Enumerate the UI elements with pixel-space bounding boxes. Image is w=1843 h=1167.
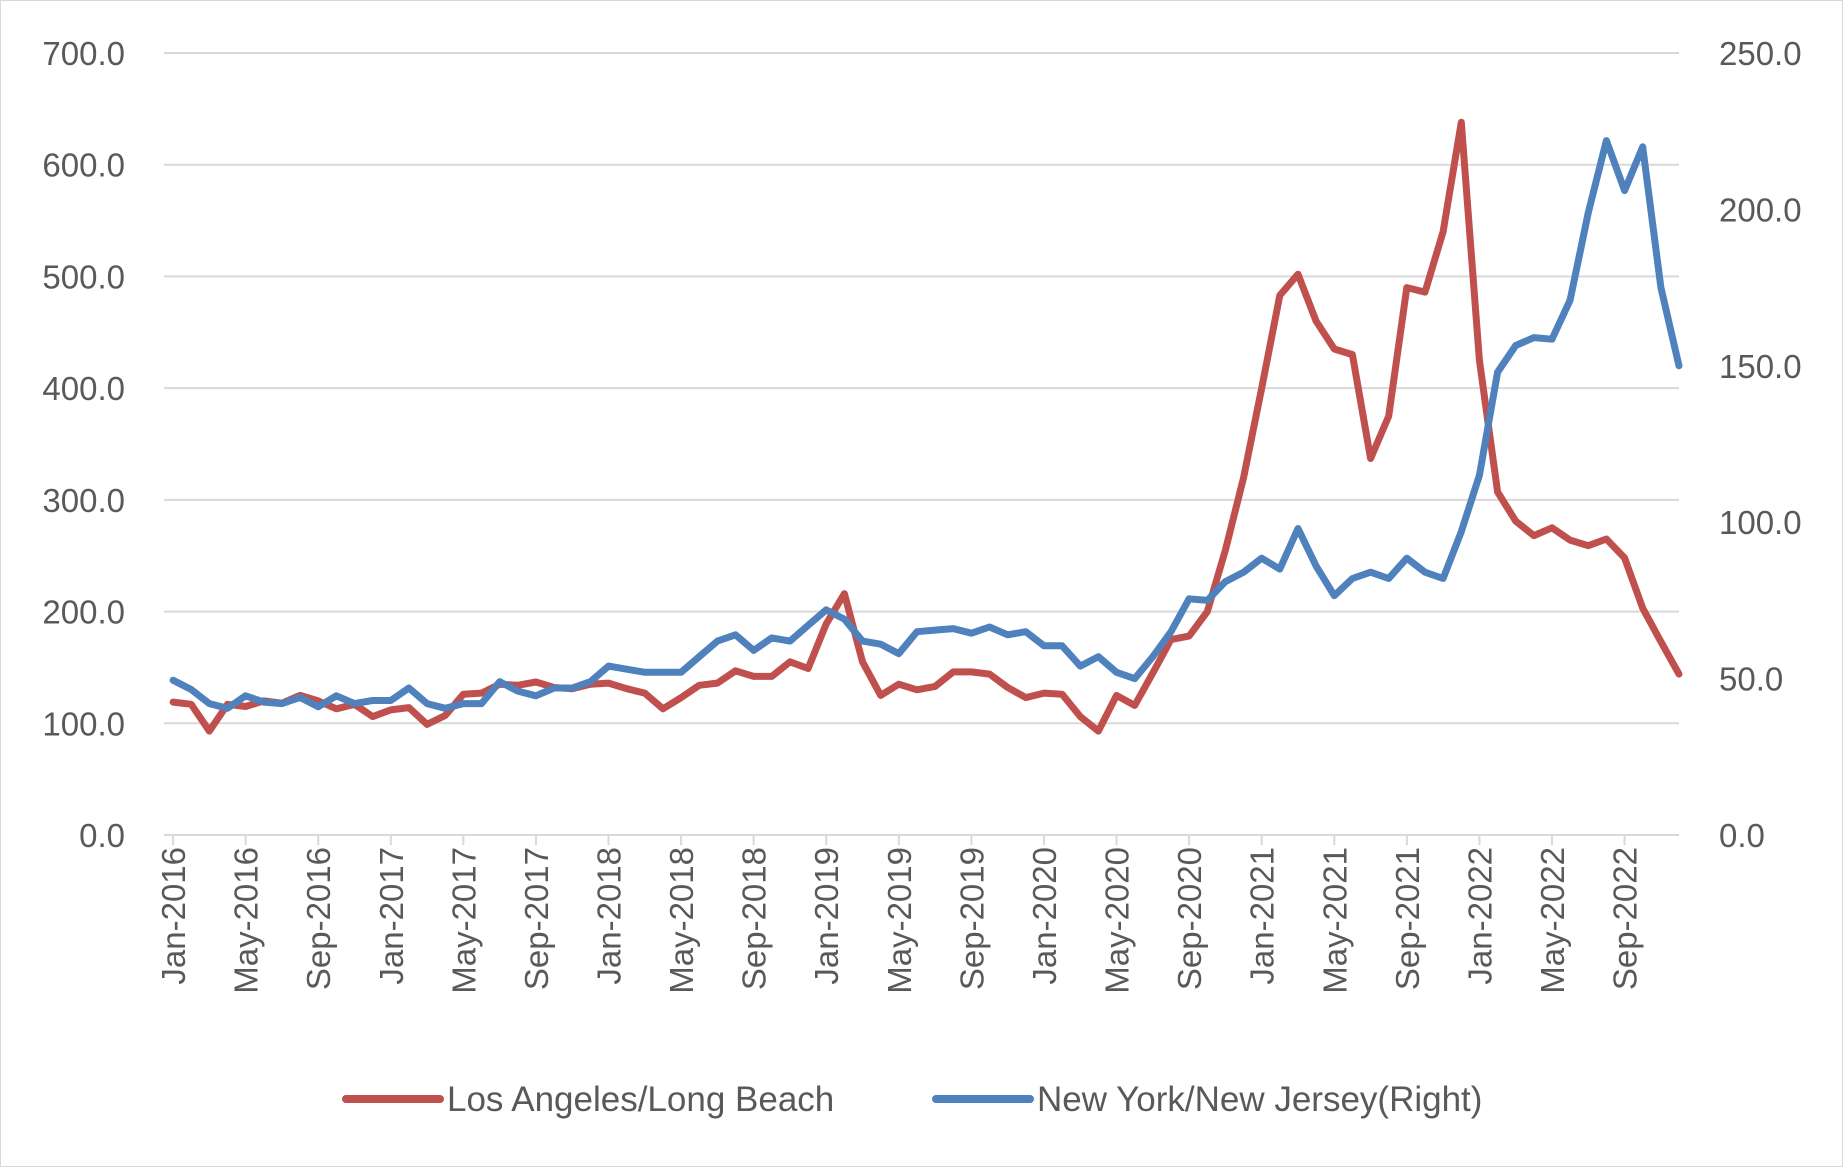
y-left-tick-label: 400.0 xyxy=(42,370,125,407)
x-tick-label: Jan-2019 xyxy=(808,847,845,985)
legend-item-los-angeles: Los Angeles/Long Beach xyxy=(342,1080,834,1119)
x-tick-label: Jan-2020 xyxy=(1026,847,1063,985)
y-right-tick-label: 200.0 xyxy=(1719,191,1802,228)
y-right-tick-label: 100.0 xyxy=(1719,504,1802,541)
x-tick-label: May-2018 xyxy=(663,847,700,994)
gridlines xyxy=(164,52,1679,725)
x-tick-label: Jan-2017 xyxy=(373,847,410,985)
legend: Los Angeles/Long Beach New York/New Jerse… xyxy=(342,1080,1482,1119)
x-tick-label: Sep-2021 xyxy=(1389,847,1426,990)
x-tick-label: Jan-2021 xyxy=(1244,847,1281,985)
series-lines xyxy=(169,118,1683,735)
axes: 0.0 100.0 200.0 300.0 400.0 500.0 600.0 700.0 0.… xyxy=(42,35,1801,994)
y-left-tick-label: 600.0 xyxy=(42,147,125,184)
x-tick-label: May-2019 xyxy=(881,847,918,994)
x-tick-label: Sep-2022 xyxy=(1607,847,1644,990)
x-tick-label: Jan-2018 xyxy=(591,847,628,985)
y-left-tick-label: 200.0 xyxy=(42,594,125,631)
series-line-los-angeles xyxy=(169,118,1683,735)
x-tick-label: May-2021 xyxy=(1316,847,1353,994)
x-tick-label: Jan-2016 xyxy=(155,847,192,985)
legend-label: Los Angeles/Long Beach xyxy=(447,1080,834,1119)
x-tick-label: Sep-2020 xyxy=(1171,847,1208,990)
y-left-tick-label: 500.0 xyxy=(42,258,125,295)
y-right-tick-label: 250.0 xyxy=(1719,35,1802,72)
series-line-new-york xyxy=(169,137,1683,712)
y-left-tick-label: 100.0 xyxy=(42,705,125,742)
x-tick-label: May-2016 xyxy=(228,847,265,994)
x-tick-label: May-2020 xyxy=(1099,847,1136,994)
x-tick-label: Sep-2017 xyxy=(518,847,555,990)
y-right-tick-label: 50.0 xyxy=(1719,661,1783,698)
y-right-tick-label: 0.0 xyxy=(1719,817,1765,854)
x-tick-label: Jan-2022 xyxy=(1461,847,1498,985)
legend-item-new-york: New York/New Jersey(Right) xyxy=(932,1080,1482,1119)
legend-label: New York/New Jersey(Right) xyxy=(1037,1080,1482,1119)
x-tick-label: Sep-2016 xyxy=(300,847,337,990)
x-tick-label: May-2022 xyxy=(1534,847,1571,994)
y-left-tick-label: 0.0 xyxy=(79,817,125,854)
x-tick-label: Sep-2018 xyxy=(736,847,773,990)
y-left-tick-label: 300.0 xyxy=(42,482,125,519)
y-right-tick-label: 150.0 xyxy=(1719,348,1802,385)
y-left-tick-label: 700.0 xyxy=(42,35,125,72)
x-tick-label: May-2017 xyxy=(445,847,482,994)
x-tick-label: Sep-2019 xyxy=(953,847,990,990)
